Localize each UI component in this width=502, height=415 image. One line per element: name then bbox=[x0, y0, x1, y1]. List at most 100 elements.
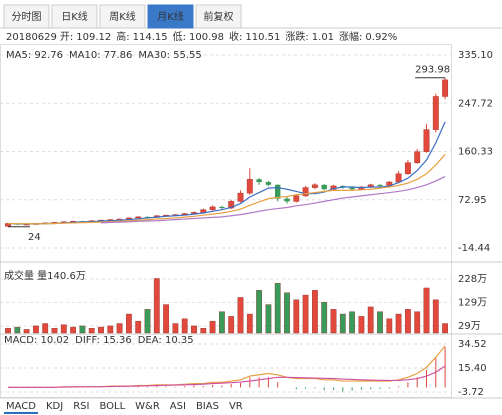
volume-bar bbox=[377, 311, 383, 334]
y-tick-label: 72.95 bbox=[458, 195, 487, 206]
indicator-tab[interactable]: ASI bbox=[170, 401, 186, 412]
candle-body bbox=[284, 198, 290, 202]
tab-label[interactable]: 前复权 bbox=[204, 10, 234, 23]
volume-bar bbox=[284, 292, 290, 334]
legend-entry: MA5: 92.76 bbox=[6, 50, 63, 61]
tab[interactable] bbox=[147, 4, 194, 29]
volume-bar bbox=[246, 313, 253, 334]
candle-body bbox=[442, 79, 449, 97]
candle-body bbox=[219, 206, 225, 209]
candle-body bbox=[414, 151, 421, 163]
info-value: 110.51 bbox=[245, 32, 280, 43]
indicator-tab[interactable]: VR bbox=[229, 401, 243, 412]
tab-label[interactable]: 日K线 bbox=[61, 10, 88, 23]
volume-bar bbox=[330, 309, 337, 334]
volume-bar bbox=[274, 283, 281, 334]
volume-bar bbox=[172, 323, 179, 334]
candle-body bbox=[404, 162, 411, 175]
indicator-tab[interactable]: RSI bbox=[73, 401, 89, 412]
volume-bar bbox=[200, 328, 207, 334]
candle-body bbox=[200, 209, 207, 213]
volume-bar bbox=[5, 328, 11, 334]
candle-body bbox=[302, 187, 309, 197]
y-tick-label: 335.10 bbox=[458, 50, 493, 61]
volume-bar bbox=[135, 320, 142, 334]
candle-body bbox=[144, 216, 151, 218]
indicator-tab[interactable]: W&R bbox=[135, 401, 160, 412]
info-date: 20180629 bbox=[6, 32, 57, 43]
volume-bar bbox=[79, 325, 86, 334]
candle-body bbox=[395, 173, 402, 183]
indicator-tab[interactable]: BIAS bbox=[196, 401, 219, 412]
volume-bar bbox=[209, 320, 216, 334]
volume-bar bbox=[302, 294, 309, 334]
volume-title: 成交量 量140.6万 bbox=[4, 269, 86, 282]
tab[interactable] bbox=[195, 4, 242, 29]
tab-label[interactable]: 月K线 bbox=[157, 10, 184, 23]
volume-bar bbox=[442, 323, 448, 334]
volume-bar bbox=[321, 301, 328, 334]
candle-body bbox=[311, 184, 318, 188]
y-tick-label: -3.72 bbox=[458, 387, 484, 398]
candle-body bbox=[423, 129, 430, 152]
volume-bar bbox=[339, 313, 346, 334]
tab-label[interactable]: 周K线 bbox=[109, 10, 136, 23]
volume-bar bbox=[358, 316, 365, 334]
candle-body bbox=[293, 195, 300, 202]
volume-bar bbox=[60, 324, 67, 334]
candle-body bbox=[377, 184, 383, 186]
indicator-tab[interactable]: KDJ bbox=[46, 401, 63, 412]
line-ma5 bbox=[7, 121, 446, 225]
volume-bar bbox=[51, 328, 58, 334]
info-label: 开: bbox=[60, 32, 73, 43]
volume-bar bbox=[312, 290, 318, 334]
volume-bar bbox=[144, 309, 151, 334]
volume-bar bbox=[265, 304, 272, 334]
candle-body bbox=[237, 192, 244, 202]
info-value: 114.15 bbox=[133, 32, 168, 43]
candle-body bbox=[432, 96, 439, 130]
volume-bar bbox=[395, 313, 402, 334]
info-label: 低: bbox=[173, 30, 186, 43]
info-label: 高: bbox=[116, 30, 129, 43]
volume-bar bbox=[33, 325, 39, 334]
volume-bar bbox=[218, 311, 225, 334]
candle-body bbox=[265, 182, 272, 185]
y-tick-label: -14.44 bbox=[458, 243, 490, 254]
info-value: 0.92% bbox=[365, 32, 397, 43]
indicator-tab[interactable]: BOLL bbox=[99, 401, 125, 412]
volume-bar bbox=[349, 311, 355, 334]
volume-bar bbox=[228, 316, 235, 334]
volume-bar bbox=[423, 287, 430, 334]
tab[interactable] bbox=[3, 4, 50, 29]
y-tick-label: 29万 bbox=[458, 321, 481, 332]
tab[interactable] bbox=[99, 4, 146, 29]
y-tick-label: 15.40 bbox=[458, 363, 487, 374]
legend-entry: MACD: 10.02 bbox=[4, 335, 69, 346]
candle-body bbox=[246, 179, 253, 194]
y-tick-label: 129万 bbox=[458, 297, 487, 308]
tab-label[interactable]: 分时图 bbox=[12, 11, 42, 23]
y-tick-label: 228万 bbox=[458, 274, 487, 285]
line-dea bbox=[8, 365, 446, 388]
min-label: 24 bbox=[28, 232, 41, 243]
tab[interactable] bbox=[51, 4, 98, 29]
indicator-tab[interactable]: MACD bbox=[6, 401, 36, 412]
info-value: 100.98 bbox=[189, 32, 224, 43]
volume-bar bbox=[414, 311, 421, 334]
volume-bar bbox=[237, 297, 244, 334]
candle-body bbox=[135, 216, 142, 219]
candle-body bbox=[275, 184, 281, 199]
legend-entry: DIFF: 15.36 bbox=[75, 335, 132, 346]
info-label: 收: bbox=[229, 30, 242, 43]
volume-bar bbox=[42, 323, 49, 334]
volume-bar bbox=[367, 306, 374, 334]
candle-body bbox=[349, 187, 355, 190]
max-label: 293.98 bbox=[415, 65, 450, 76]
y-tick-label: 34.52 bbox=[458, 339, 487, 350]
info-value: 1.01 bbox=[312, 32, 334, 43]
volume-bar bbox=[70, 326, 77, 334]
info-value: 109.12 bbox=[76, 32, 111, 43]
